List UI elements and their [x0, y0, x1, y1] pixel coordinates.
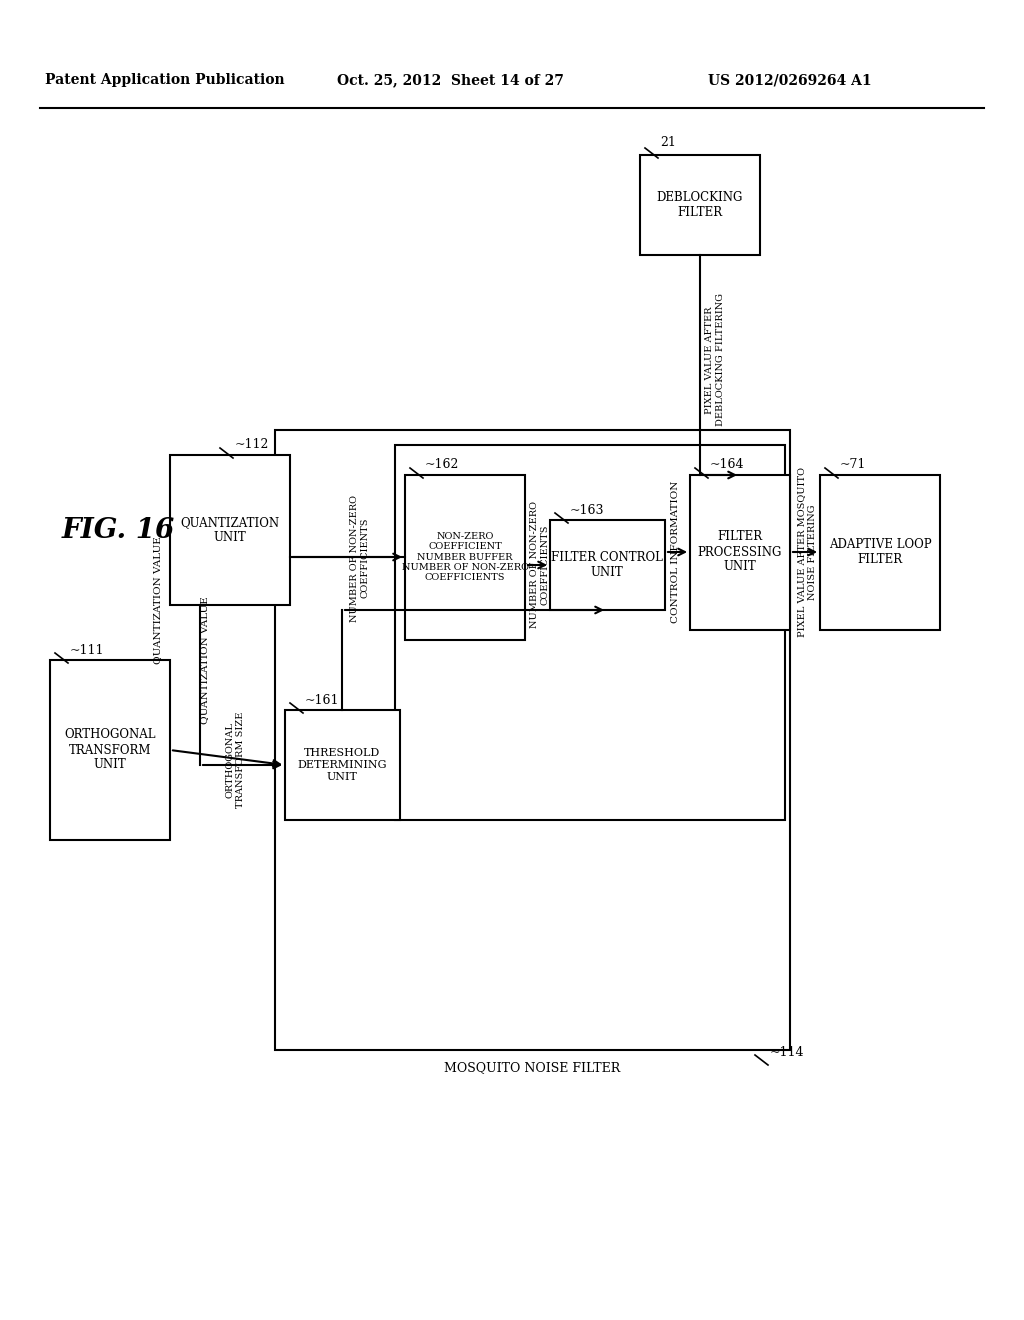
Text: Patent Application Publication: Patent Application Publication	[45, 73, 285, 87]
Text: ~114: ~114	[770, 1045, 805, 1059]
Text: ~163: ~163	[570, 503, 604, 516]
Text: NUMBER OF NON-ZERO
COEFFICIENTS: NUMBER OF NON-ZERO COEFFICIENTS	[350, 495, 370, 622]
Text: ADAPTIVE LOOP
FILTER: ADAPTIVE LOOP FILTER	[828, 539, 931, 566]
Text: PIXEL VALUE AFTER MOSQUITO
NOISE FILTERING: PIXEL VALUE AFTER MOSQUITO NOISE FILTERI…	[798, 467, 817, 638]
Text: QUANTIZATION VALUE: QUANTIZATION VALUE	[154, 536, 163, 664]
Text: QUANTIZATION
UNIT: QUANTIZATION UNIT	[180, 516, 280, 544]
Bar	[285, 710, 400, 820]
Text: US 2012/0269264 A1: US 2012/0269264 A1	[709, 73, 871, 87]
Text: ~71: ~71	[840, 458, 866, 471]
Bar	[170, 455, 290, 605]
Text: PIXEL VALUE AFTER
DEBLOCKING FILTERING: PIXEL VALUE AFTER DEBLOCKING FILTERING	[706, 293, 725, 426]
Text: QUANTIZATION VALUE: QUANTIZATION VALUE	[201, 597, 210, 723]
Bar	[50, 660, 170, 840]
Bar	[395, 445, 785, 820]
Text: DEBLOCKING
FILTER: DEBLOCKING FILTER	[656, 191, 743, 219]
Bar	[406, 475, 525, 640]
Text: THRESHOLD
DETERMINING
UNIT: THRESHOLD DETERMINING UNIT	[297, 748, 387, 781]
Bar	[820, 475, 940, 630]
Text: NON-ZERO
COEFFICIENT
NUMBER BUFFER
NUMBER OF NON-ZERO
COEFFICIENTS: NON-ZERO COEFFICIENT NUMBER BUFFER NUMBE…	[401, 532, 528, 582]
Text: Oct. 25, 2012  Sheet 14 of 27: Oct. 25, 2012 Sheet 14 of 27	[337, 73, 563, 87]
Text: ~164: ~164	[710, 458, 744, 471]
Text: FILTER
PROCESSING
UNIT: FILTER PROCESSING UNIT	[697, 531, 782, 573]
Text: 21: 21	[660, 136, 676, 149]
Bar	[550, 520, 665, 610]
Text: CONTROL INFORMATION: CONTROL INFORMATION	[671, 480, 680, 623]
Text: ~162: ~162	[425, 458, 460, 471]
Bar	[275, 430, 790, 1049]
Bar	[640, 154, 760, 255]
Text: MOSQUITO NOISE FILTER: MOSQUITO NOISE FILTER	[443, 1061, 621, 1074]
Text: ~161: ~161	[305, 693, 340, 706]
Text: FIG. 16: FIG. 16	[61, 516, 175, 544]
Text: ORTHOGONAL
TRANSFORM
UNIT: ORTHOGONAL TRANSFORM UNIT	[65, 729, 156, 771]
Bar	[690, 475, 790, 630]
Text: FILTER CONTROL
UNIT: FILTER CONTROL UNIT	[551, 550, 663, 579]
Text: ~112: ~112	[234, 438, 269, 451]
Text: NUMBER OF NON-ZERO
COEFFICIENTS: NUMBER OF NON-ZERO COEFFICIENTS	[530, 502, 550, 628]
Text: ORTHOGONAL
TRANSFORM SIZE: ORTHOGONAL TRANSFORM SIZE	[225, 711, 245, 808]
Text: ~111: ~111	[70, 644, 104, 656]
